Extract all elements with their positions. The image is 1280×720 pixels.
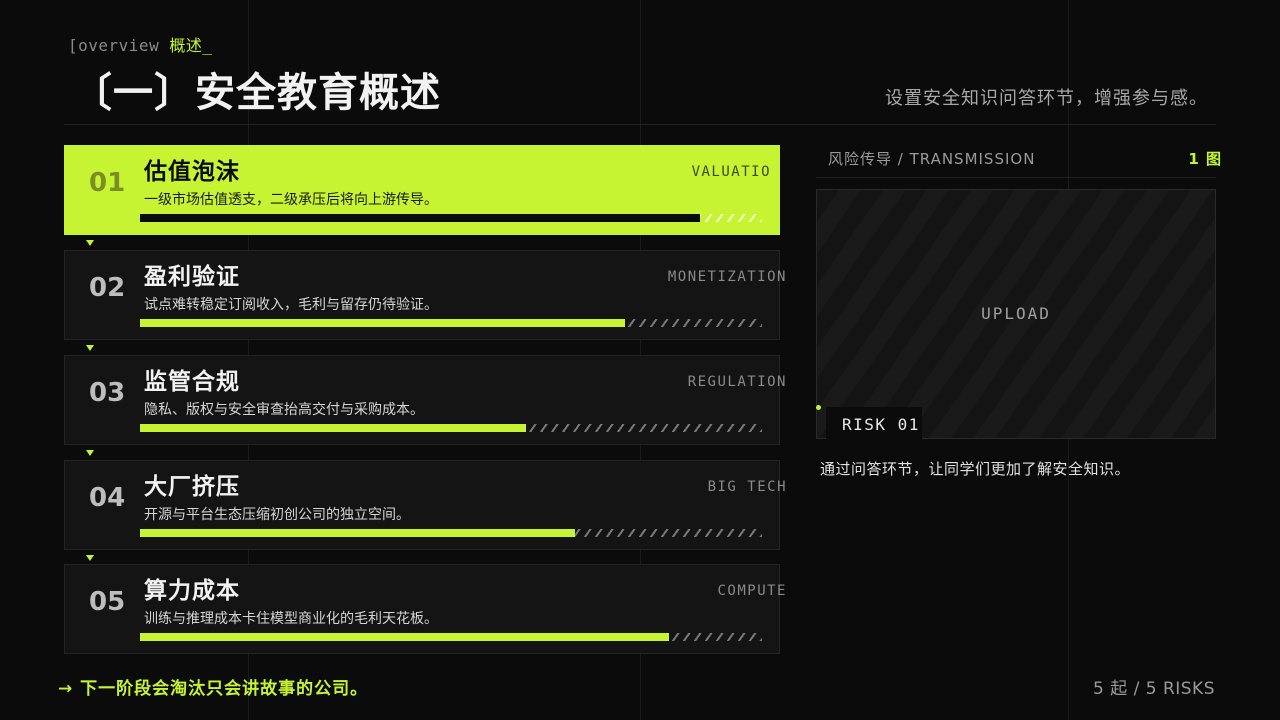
risk-description: 隐私、版权与安全审查抬高交付与采购成本。	[144, 402, 424, 418]
risk-code: COMPUTE	[717, 583, 787, 599]
risk-card[interactable]: 05 算力成本训练与推理成本卡住模型商业化的毛利天花板。 COMPUTE	[64, 564, 786, 654]
section-tag: [overview 概述_	[68, 32, 212, 56]
risk-description: 开源与平台生态压缩初创公司的独立空间。	[144, 507, 410, 523]
risk-title: 大厂挤压	[144, 474, 240, 500]
risk-card[interactable]: 02 盈利验证试点难转稳定订阅收入，毛利与留存仍待验证。 MONETIZATION	[64, 250, 786, 340]
risk-tag-bg	[826, 407, 922, 439]
progress-fill	[140, 424, 526, 432]
risk-description: 试点难转稳定订阅收入，毛利与留存仍待验证。	[144, 297, 438, 313]
risk-title: 算力成本	[144, 578, 240, 604]
risk-count: 5 起 / 5 RISKS	[1092, 679, 1215, 699]
risk-code: VALUATIO	[691, 164, 771, 180]
page-title: 〔一〕安全教育概述	[72, 70, 441, 116]
upload-label: UPLOAD	[981, 304, 1051, 323]
progress-track	[140, 529, 762, 537]
progress-fill	[140, 319, 625, 327]
risk-description: 训练与推理成本卡住模型商业化的毛利天花板。	[144, 611, 438, 627]
flow-arrow-icon	[86, 450, 94, 456]
risk-code: REGULATION	[687, 374, 787, 390]
risk-number: 01	[89, 168, 126, 198]
risk-card[interactable]: 04 大厂挤压开源与平台生态压缩初创公司的独立空间。 BIG TECH	[64, 460, 786, 550]
flow-arrow-icon	[86, 555, 94, 561]
risk-number: 05	[89, 587, 126, 617]
header-divider	[64, 124, 1216, 125]
section-tag-prefix: [overview	[68, 36, 170, 55]
risk-tag-label: RISK 01	[842, 415, 920, 434]
progress-fill	[140, 214, 700, 222]
page-subtitle: 设置安全知识问答环节，增强参与感。	[885, 88, 1208, 109]
footer-note: → 下一阶段会淘汰只会讲故事的公司。	[58, 679, 369, 699]
risk-number: 02	[89, 273, 126, 303]
flow-arrow-icon	[86, 240, 94, 246]
risk-card[interactable]: 01 估值泡沫一级市场估值透支，二级承压后将向上游传导。 VALUATIO	[64, 145, 780, 235]
risk-title: 估值泡沫	[144, 159, 240, 185]
progress-fill	[140, 633, 669, 641]
progress-fill	[140, 529, 575, 537]
risk-code: MONETIZATION	[667, 269, 787, 285]
risk-description: 一级市场估值透支，二级承压后将向上游传导。	[144, 192, 438, 208]
progress-track	[140, 319, 762, 327]
figure-count: 1 图	[1188, 150, 1222, 168]
risk-number: 04	[89, 483, 126, 513]
image-upload-placeholder[interactable]: UPLOAD	[816, 189, 1216, 439]
risk-dot-icon	[816, 405, 821, 410]
transmission-label: 风险传导 / TRANSMISSION	[828, 150, 1036, 168]
flow-arrow-icon	[86, 345, 94, 351]
progress-track	[140, 214, 762, 222]
risk-number: 03	[89, 378, 126, 408]
progress-track	[140, 424, 762, 432]
section-tag-accent: 概述_	[169, 36, 213, 55]
risk-card[interactable]: 03 监管合规隐私、版权与安全审查抬高交付与采购成本。 REGULATION	[64, 355, 786, 445]
risk-title: 盈利验证	[144, 264, 240, 290]
risk-title: 监管合规	[144, 369, 240, 395]
progress-track	[140, 633, 762, 641]
image-caption: 通过问答环节，让同学们更加了解安全知识。	[820, 460, 1131, 478]
panel-divider	[816, 177, 1216, 178]
risk-code: BIG TECH	[707, 479, 787, 495]
